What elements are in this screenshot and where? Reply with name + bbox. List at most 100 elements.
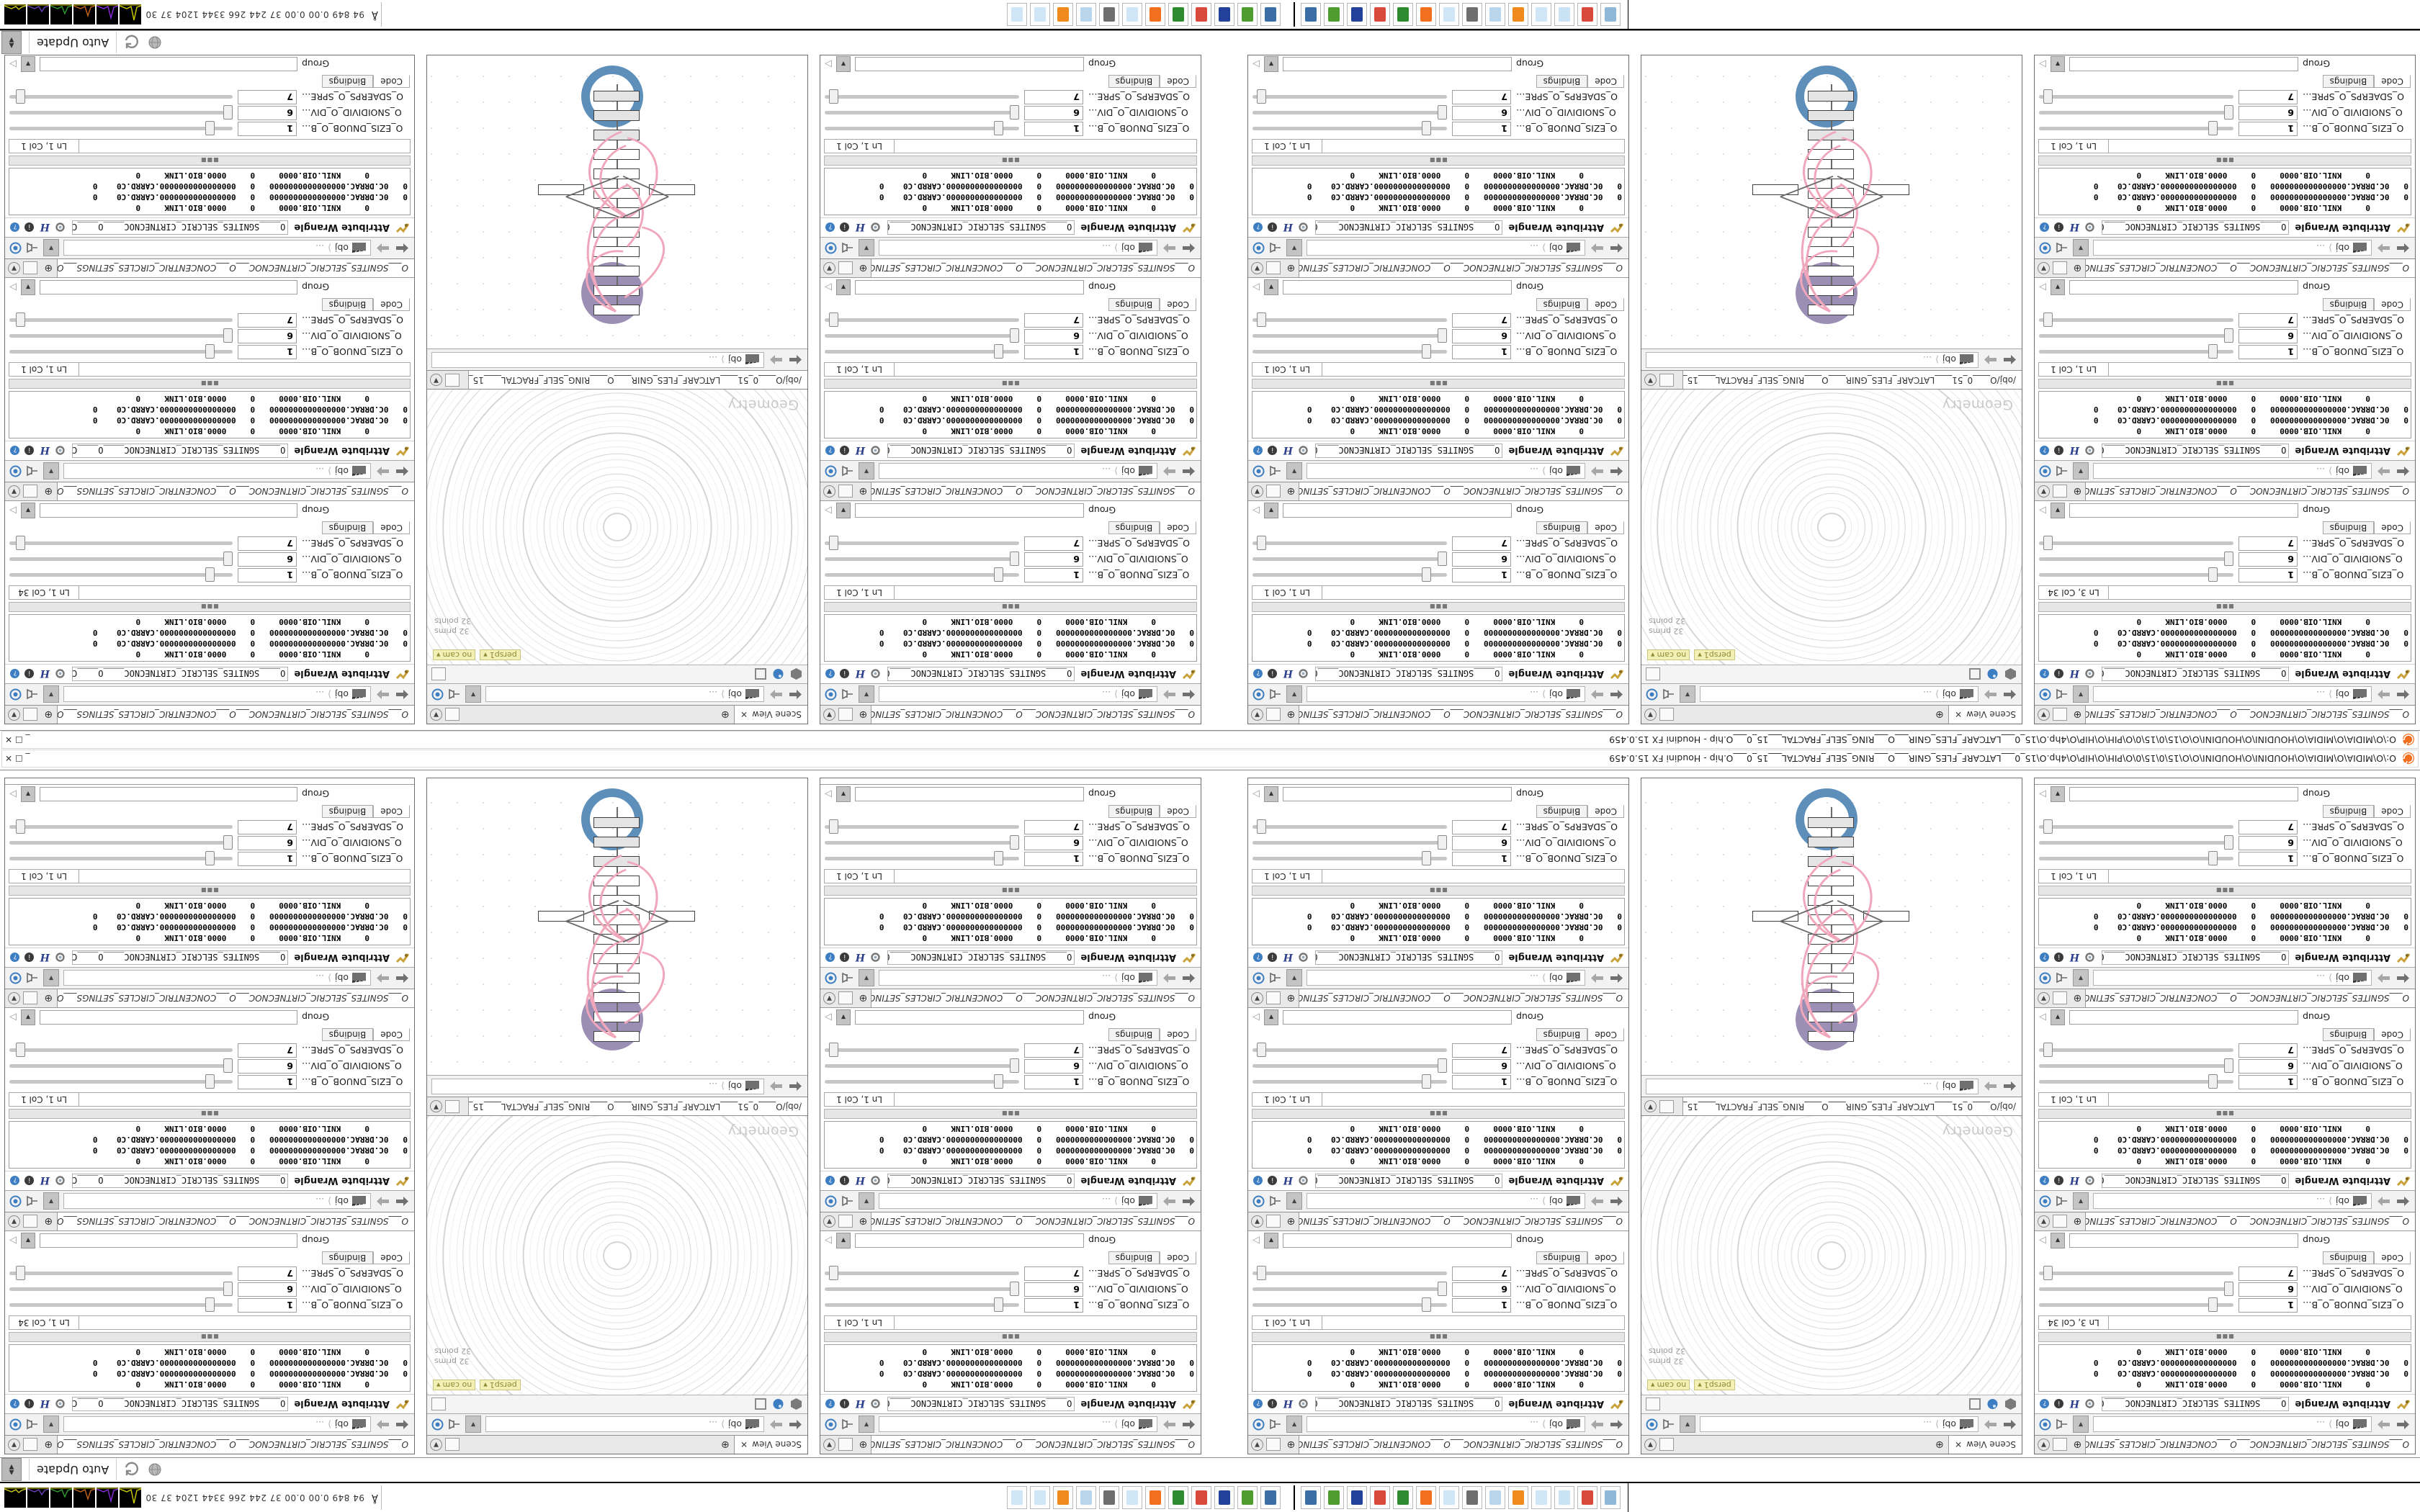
slider-knob[interactable] bbox=[1422, 1074, 1432, 1089]
param-slider[interactable] bbox=[9, 851, 233, 866]
pin-icon[interactable] bbox=[2056, 1196, 2069, 1207]
target-icon[interactable] bbox=[1646, 1418, 1658, 1431]
param-row[interactable]: O_EZIS_DNUOB_O_B… 1 bbox=[5, 567, 414, 583]
houdini-icon[interactable] bbox=[1508, 3, 1528, 26]
forward-icon[interactable] bbox=[1162, 1195, 1177, 1207]
viewport-chip[interactable]: no cam ▾ bbox=[1647, 649, 1690, 660]
houdini3-icon[interactable] bbox=[1145, 1486, 1165, 1509]
houdini-h-icon[interactable]: H bbox=[38, 1398, 50, 1410]
pane-controls[interactable]: ▼ bbox=[5, 1436, 40, 1454]
target-icon[interactable] bbox=[825, 972, 837, 984]
help-icon[interactable]: ? bbox=[825, 669, 835, 680]
group-dropdown-icon[interactable]: ▼ bbox=[2051, 56, 2065, 72]
param-value-field[interactable]: 7 bbox=[1024, 820, 1083, 834]
add-tab-icon[interactable]: ⊕ bbox=[2073, 1439, 2082, 1451]
breadcrumb-root[interactable]: obj bbox=[1942, 354, 1956, 366]
viewport-chips[interactable]: persp1 ▾ no cam ▾ bbox=[1647, 1380, 1735, 1390]
param-slider[interactable] bbox=[825, 536, 1019, 551]
add-tab-icon[interactable]: ⊕ bbox=[44, 262, 53, 274]
breadcrumb[interactable]: obj ⟩... ▼ bbox=[5, 967, 414, 989]
code-hscrollbar[interactable]: ■■■ bbox=[2038, 1109, 2411, 1119]
code-bindings-tabs[interactable]: Code Bindings bbox=[1248, 1250, 1628, 1266]
group-dropdown-icon[interactable]: ▼ bbox=[836, 503, 851, 518]
path-dropdown-icon[interactable]: ▼ bbox=[43, 239, 59, 257]
param-value-field[interactable]: 1 bbox=[2238, 122, 2298, 136]
slider-knob[interactable] bbox=[1438, 328, 1447, 343]
node-name-field[interactable]: O____SGNITES_SELCRIC_CIRTNECNOC____O____… bbox=[1315, 1174, 1503, 1188]
group-row[interactable]: Group ▼ ▷ bbox=[820, 501, 1201, 520]
code-bindings-tabs[interactable]: Code Bindings bbox=[820, 73, 1201, 89]
network-node[interactable] bbox=[593, 207, 640, 219]
group-pick-icon[interactable]: ▷ bbox=[1252, 1235, 1260, 1246]
add-tab-icon[interactable]: ⊕ bbox=[1286, 708, 1296, 721]
houdini-h-icon[interactable]: H bbox=[853, 1175, 866, 1187]
scene-view-block[interactable]: Scene View ✕ ⊕ ▼ obj ⟩... ▼ persp1 ▾ no cam ▾ 32 pr… bbox=[1641, 1115, 2022, 1454]
slider-knob[interactable] bbox=[2043, 312, 2053, 327]
tab-node-settings[interactable]: O___SGNITES_SELCRIC_CIRTNECNOC___O___CON… bbox=[1299, 706, 1628, 724]
group-pick-icon[interactable]: ▷ bbox=[825, 1235, 832, 1246]
pin-icon[interactable] bbox=[1269, 466, 1282, 477]
slider-knob[interactable] bbox=[828, 312, 838, 327]
info-icon[interactable]: i bbox=[24, 222, 35, 233]
param-row[interactable]: O_SDAERPS_O_SPRE… 7 bbox=[820, 1043, 1201, 1058]
path-field[interactable]: obj ⟩... bbox=[1700, 1416, 1978, 1433]
param-row[interactable]: O_SDAERPS_O_SPRE… 7 bbox=[5, 819, 414, 835]
auto-update-label-2[interactable]: Auto Update bbox=[29, 32, 117, 54]
taskbar-top[interactable]: Å 94 849 0.00 0.00 37 244 266 3344 1204 … bbox=[0, 1482, 2420, 1512]
pin-icon[interactable] bbox=[26, 1196, 39, 1207]
tab-node-settings[interactable]: O___SGNITES_SELCRIC_CIRTNECNOC___O___CON… bbox=[56, 989, 414, 1007]
path-dropdown-icon[interactable]: ▼ bbox=[1286, 239, 1302, 257]
blue-app2-icon[interactable] bbox=[1260, 3, 1281, 26]
forward-icon[interactable] bbox=[1162, 688, 1177, 701]
code-bindings-tabs[interactable]: Code Bindings bbox=[1248, 297, 1628, 312]
param-row[interactable]: O_SDAERPS_O_SPRE… 7 bbox=[5, 89, 414, 105]
param-row[interactable]: O_SNOIDIVID_O_DIV… 6 bbox=[5, 552, 414, 567]
param-tab-bar[interactable]: O___SGNITES_SELCRIC_CIRTNECNOC___O___CON… bbox=[1248, 1212, 1628, 1230]
system-monitor-top[interactable]: Å 94 849 0.00 0.00 37 244 266 3344 1204 … bbox=[0, 1485, 382, 1510]
breadcrumb-root[interactable]: obj bbox=[1549, 1419, 1563, 1430]
param-slider[interactable] bbox=[9, 312, 233, 328]
viewport-toolbar[interactable] bbox=[427, 1395, 807, 1413]
group-row[interactable]: Group ▼ ▷ bbox=[5, 501, 414, 520]
param-slider[interactable] bbox=[9, 536, 233, 551]
pin-icon[interactable] bbox=[841, 466, 854, 477]
param-slider[interactable] bbox=[9, 819, 233, 834]
param-value-field[interactable]: 1 bbox=[1024, 345, 1083, 359]
code-hscrollbar[interactable]: ■■■ bbox=[824, 1332, 1197, 1342]
node-header[interactable]: Attribute Wrangle O____SGNITES_SELCRIC_CI… bbox=[820, 441, 1201, 460]
node-header[interactable]: Attribute Wrangle O____SGNITES_SELCRIC_CI… bbox=[820, 948, 1201, 967]
slider-knob[interactable] bbox=[1256, 1043, 1266, 1057]
gear-icon[interactable] bbox=[869, 952, 882, 964]
maximize-icon[interactable] bbox=[2053, 991, 2067, 1005]
param-value-field[interactable]: 1 bbox=[238, 345, 297, 359]
group-row[interactable]: Group ▼ ▷ bbox=[2035, 278, 2415, 297]
material-sphere-icon[interactable] bbox=[1986, 1398, 1999, 1411]
info-icon[interactable]: i bbox=[1267, 1176, 1278, 1187]
save-icon[interactable] bbox=[1347, 3, 1367, 26]
pin-icon[interactable] bbox=[841, 243, 854, 254]
scene-breadcrumb[interactable]: obj ⟩... ▼ bbox=[427, 1413, 807, 1435]
param-value-field[interactable]: 7 bbox=[238, 90, 297, 104]
network-node[interactable] bbox=[1808, 953, 1854, 965]
slider-knob[interactable] bbox=[1422, 1297, 1432, 1312]
group-dropdown-icon[interactable]: ▼ bbox=[1264, 786, 1278, 802]
scene-breadcrumb[interactable]: obj ⟩... ▼ bbox=[1641, 683, 2022, 705]
param-slider[interactable] bbox=[825, 1282, 1019, 1297]
group-row[interactable]: Group ▼ ▷ bbox=[5, 1008, 414, 1027]
add-tab-icon[interactable]: ⊕ bbox=[1935, 708, 1944, 721]
network-node[interactable] bbox=[593, 876, 640, 887]
maximize-icon[interactable] bbox=[2053, 485, 2067, 498]
param-slider[interactable] bbox=[1252, 536, 1447, 551]
network-node[interactable] bbox=[1808, 246, 1854, 258]
param-value-field[interactable]: 1 bbox=[2238, 568, 2298, 582]
param-tab-bar[interactable]: O___SGNITES_SELCRIC_CIRTNECNOC___O___CON… bbox=[2035, 258, 2415, 277]
breadcrumb-root[interactable]: obj bbox=[1121, 466, 1135, 477]
slider-knob[interactable] bbox=[1010, 1058, 1019, 1073]
code-bindings-tabs[interactable]: Code Bindings bbox=[820, 1250, 1201, 1266]
